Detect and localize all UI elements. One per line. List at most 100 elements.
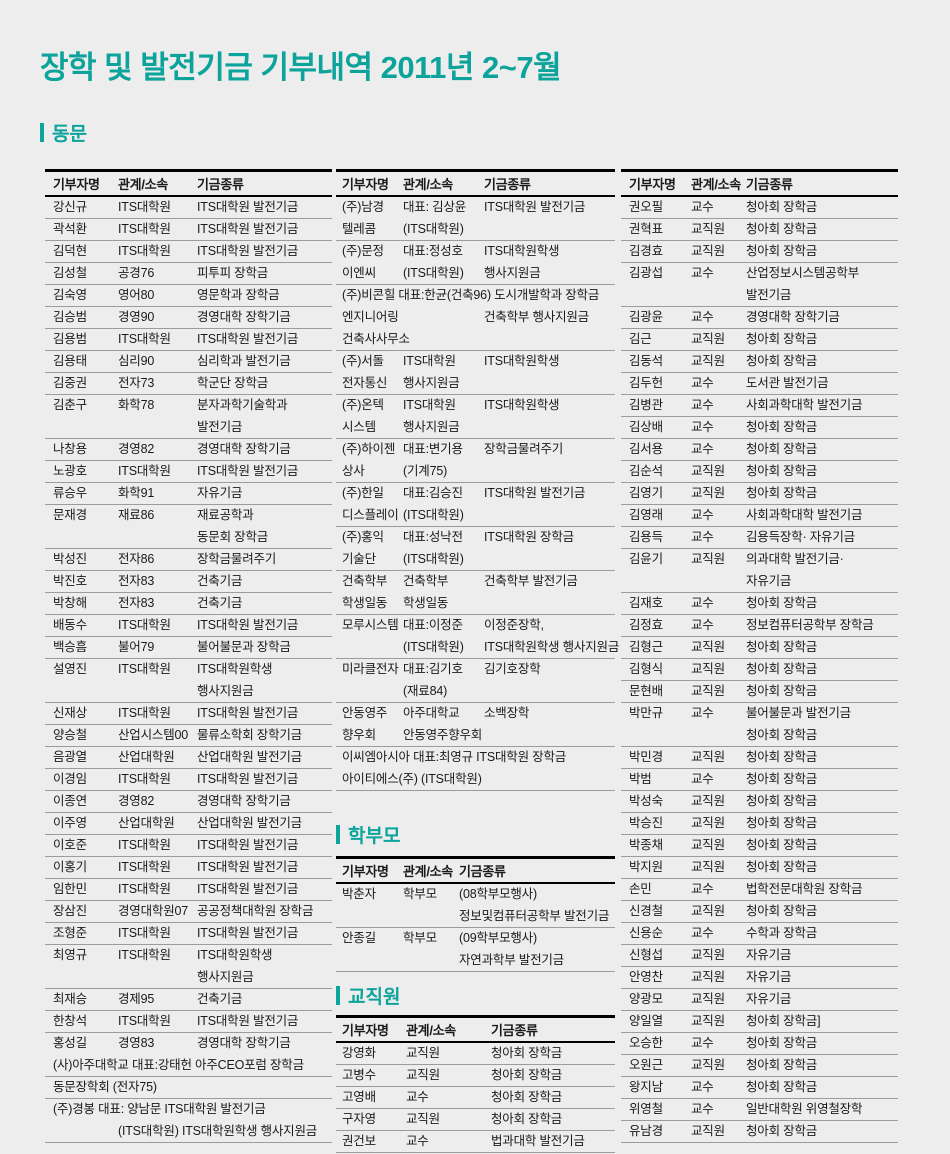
table-row: 김병관 교수 사회과학대학 발전기금 (621, 395, 898, 417)
cell: 왕지남 (629, 1080, 663, 1094)
cell: 청아회 장학금 (746, 750, 818, 764)
cell: 교수 (406, 1090, 429, 1104)
cell: 학부모 (403, 931, 437, 945)
cell: 청아회 장학금 (746, 244, 818, 258)
cell: 전자통신 (342, 376, 388, 390)
cell: 영문학과 장학금 (197, 288, 280, 302)
cell: 화학91 (118, 486, 155, 500)
cell: 정보및컴퓨터공학부 발전기금 (459, 909, 610, 923)
cell: 박진호 (53, 574, 87, 588)
cell (403, 906, 459, 927)
cell (691, 571, 746, 592)
cell (691, 725, 746, 746)
cell: 물류소학회 장학기금 (197, 728, 302, 742)
table-row: 양광모 교직원 자유기금 (621, 989, 898, 1011)
table-row: 김중권 전자73 학군단 장학금 (45, 373, 332, 395)
cell: 장학금물려주기 (197, 552, 277, 566)
cell (403, 329, 484, 350)
cell (342, 637, 403, 658)
cell: 교수 (691, 442, 714, 456)
cell: 경영83 (118, 1036, 155, 1050)
cell: ITS대학원 (118, 772, 171, 786)
cell (342, 950, 403, 971)
cell: ITS대학원 발전기금 (197, 332, 299, 346)
cell: 신경철 (629, 904, 663, 918)
cell: 청아회 장학금 (746, 200, 818, 214)
cell: 손민 (629, 882, 652, 896)
cell (118, 681, 197, 702)
cell: 건축학부 (403, 574, 449, 588)
cell: 대표:김기호 (403, 662, 463, 676)
table-row: 조형준 ITS대학원 ITS대학원 발전기금 (45, 923, 332, 945)
table-row: 이호준 ITS대학원 ITS대학원 발전기금 (45, 835, 332, 857)
section-title-label: 학부모 (348, 826, 401, 847)
cell: 경영82 (118, 794, 155, 808)
table-row: (주)한일 대표:김승진 ITS대학원 발전기금 (336, 483, 615, 505)
cell: 신용순 (629, 926, 663, 940)
cell (484, 593, 615, 614)
cell: 김기호장학 (484, 662, 541, 676)
cell: 한창석 (53, 1014, 87, 1028)
cell: 청아회 장학금 (746, 728, 818, 742)
cell: 청아회 장학금 (746, 838, 818, 852)
cell: 교직원 (406, 1112, 440, 1126)
cell: 건축학부 행사지원금 (484, 310, 589, 324)
table-row: 시스템 행사지원금 (336, 417, 615, 439)
table-row: 박종채 교직원 청아회 장학금 (621, 835, 898, 857)
table-row: 김형식 교직원 청아회 장학금 (621, 659, 898, 681)
table-row: 왕지남 교수 청아회 장학금 (621, 1077, 898, 1099)
cell: 발전기금 (746, 288, 792, 302)
table-row: 양승철 산업시스템00 물류소학회 장학기금 (45, 725, 332, 747)
cell: 김근 (629, 332, 652, 346)
cell: 교수 (691, 266, 714, 280)
table-row: (ITS대학원) ITS대학원학생 행사지원금 (336, 637, 619, 659)
cell: ITS대학원 발전기금 (197, 860, 299, 874)
cell (691, 285, 746, 306)
cell (484, 373, 615, 394)
column-header: 기부자명 (342, 177, 389, 192)
cell: 향우회 (342, 728, 376, 742)
cell: 교수 (691, 1036, 714, 1050)
cell (484, 725, 615, 746)
cell: 박창해 (53, 596, 87, 610)
column-1: 기부자명 관계/소속 기금종류 강신규 ITS대학원 ITS대학원 발전기금 곽석환 ITS대… (45, 169, 332, 1153)
cell (484, 549, 615, 570)
cell: ITS대학원 (118, 1014, 171, 1028)
table-row: 문재경 재료86 재료공학과 (45, 505, 332, 527)
cell: 재료공학과 (197, 508, 254, 522)
cell: (ITS대학원) (403, 552, 464, 566)
table-row: 자연과학부 발전기금 (336, 950, 615, 972)
cell: 김두헌 (629, 376, 663, 390)
table-row: 김광섭 교수 산업정보시스템공학부 (621, 263, 898, 285)
cell: 안동영주향우회 (403, 728, 483, 742)
cell: 안영찬 (629, 970, 663, 984)
page-title: 장학 및 발전기금 기부내역 2011년 2~7월 (40, 50, 562, 85)
table-row: 전자통신 행사지원금 (336, 373, 615, 395)
section-title-alumni: 동문 (40, 119, 950, 146)
cell: 교직원 (691, 354, 725, 368)
table-row: 류승우 화학91 자유기금 (45, 483, 332, 505)
table-row: 오원근 교직원 청아회 장학금 (621, 1055, 898, 1077)
table-row: 배동수 ITS대학원 ITS대학원 발전기금 (45, 615, 332, 637)
table-row: 디스플레이 (ITS대학원) (336, 505, 615, 527)
table-row: 안영찬 교직원 자유기금 (621, 967, 898, 989)
cell: 교직원 (691, 464, 725, 478)
cell: 경영대학원07 (118, 904, 189, 918)
table-row: 박승진 교직원 청아회 장학금 (621, 813, 898, 835)
table-row: 동문회 장학금 (45, 527, 332, 549)
column-header: 기부자명 (342, 864, 389, 879)
cell: 경제95 (118, 992, 155, 1006)
cell: 미라클전자 (342, 662, 399, 676)
cell: 권건보 (342, 1134, 376, 1148)
cell: (주)하이젠 (342, 442, 396, 456)
cell: 불어79 (118, 640, 155, 654)
cell: 행사지원금 (403, 376, 460, 390)
cell: 교직원 (691, 1124, 725, 1138)
table-row: 최영규 ITS대학원 ITS대학원학생 (45, 945, 332, 967)
table-row: 신용순 교수 수학과 장학금 (621, 923, 898, 945)
cell: 기술단 (342, 552, 376, 566)
cell: 청아회 장학금 (746, 816, 818, 830)
cell: 학생일동 (342, 596, 388, 610)
cell: 교직원 (406, 1068, 440, 1082)
cell: 대표:성낙전 (403, 530, 463, 544)
